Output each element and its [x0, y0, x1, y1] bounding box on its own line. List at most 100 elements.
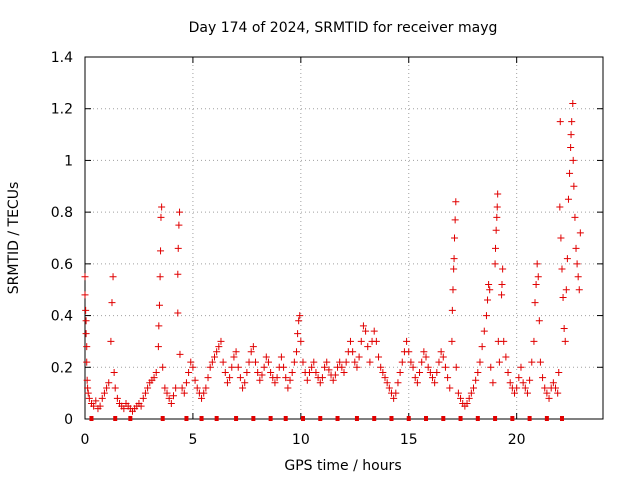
zero-marker: [184, 416, 189, 421]
data-point: [155, 301, 163, 309]
zero-marker: [406, 416, 411, 421]
data-point: [433, 368, 441, 376]
data-point: [379, 368, 387, 376]
zero-marker: [372, 416, 377, 421]
data-point: [294, 330, 302, 338]
data-point: [243, 368, 251, 376]
data-point: [96, 402, 104, 410]
data-point: [239, 384, 247, 392]
data-point: [84, 389, 92, 397]
data-point: [549, 379, 557, 387]
data-point: [297, 337, 305, 345]
data-point: [370, 327, 378, 335]
x-tick-label: 15: [400, 432, 418, 448]
x-tick-label: 10: [292, 432, 310, 448]
zero-marker: [510, 416, 515, 421]
data-point: [493, 203, 501, 211]
data-point: [485, 281, 493, 289]
zero-marker: [527, 416, 532, 421]
data-point: [495, 358, 503, 366]
data-point: [155, 322, 163, 330]
data-point: [312, 368, 320, 376]
data-point: [260, 363, 268, 371]
data-point: [325, 366, 333, 374]
zero-marker: [389, 416, 394, 421]
data-point: [305, 368, 313, 376]
data-point: [446, 384, 454, 392]
data-point: [81, 291, 89, 299]
data-point: [567, 144, 575, 151]
data-point: [493, 213, 501, 221]
y-tick-label: 0.2: [51, 360, 73, 376]
zero-marker: [268, 416, 273, 421]
data-point: [359, 322, 367, 330]
data-point: [377, 363, 385, 371]
data-point: [403, 337, 411, 345]
data-point: [113, 394, 121, 402]
data-point: [336, 358, 344, 366]
data-point: [534, 273, 542, 281]
x-axis-label: GPS time / hours: [284, 458, 401, 474]
zero-marker: [493, 416, 498, 421]
data-point: [90, 402, 98, 410]
data-point: [450, 265, 458, 273]
data-point: [570, 182, 578, 190]
data-point: [372, 337, 380, 345]
data-point: [295, 317, 303, 325]
data-point: [448, 337, 456, 345]
data-point: [174, 309, 182, 317]
data-point: [247, 348, 255, 356]
data-point: [176, 208, 184, 216]
data-point: [452, 363, 460, 371]
data-point: [574, 273, 582, 281]
data-point: [167, 399, 175, 407]
data-point: [262, 353, 270, 361]
data-point: [450, 255, 458, 263]
data-point: [499, 265, 507, 273]
data-point: [357, 337, 365, 345]
data-point: [204, 374, 212, 382]
data-point: [566, 169, 574, 177]
data-point: [413, 379, 421, 387]
data-point: [152, 368, 160, 376]
data-point: [221, 368, 229, 376]
data-point: [539, 374, 547, 382]
data-point: [362, 327, 370, 335]
zero-marker: [113, 416, 118, 421]
data-point: [299, 358, 307, 366]
data-point: [219, 358, 227, 366]
data-point: [110, 368, 118, 376]
data-point: [206, 363, 214, 371]
data-point: [180, 389, 188, 397]
data-point: [174, 244, 182, 252]
data-point: [92, 397, 100, 405]
data-point: [364, 343, 372, 351]
data-point: [571, 213, 579, 221]
data-point: [472, 376, 480, 384]
data-point: [487, 363, 495, 371]
y-tick-label: 0.8: [51, 205, 73, 221]
data-point: [416, 368, 424, 376]
data-point: [457, 394, 465, 402]
data-point: [178, 384, 186, 392]
data-point: [426, 368, 434, 376]
data-point: [564, 195, 572, 203]
data-point: [500, 337, 508, 345]
data-point: [470, 384, 477, 392]
data-point: [449, 286, 457, 294]
data-point: [109, 273, 117, 281]
data-point: [245, 358, 253, 366]
data-point: [480, 327, 488, 335]
zero-marker: [128, 416, 133, 421]
data-point: [308, 363, 316, 371]
data-point: [338, 363, 346, 371]
data-point: [258, 371, 266, 379]
data-point: [249, 343, 257, 351]
data-point: [392, 389, 400, 397]
data-point: [519, 379, 527, 387]
data-point: [504, 368, 512, 376]
data-point: [81, 273, 89, 281]
data-point: [241, 379, 249, 387]
data-point: [366, 358, 374, 366]
data-point: [576, 229, 584, 237]
